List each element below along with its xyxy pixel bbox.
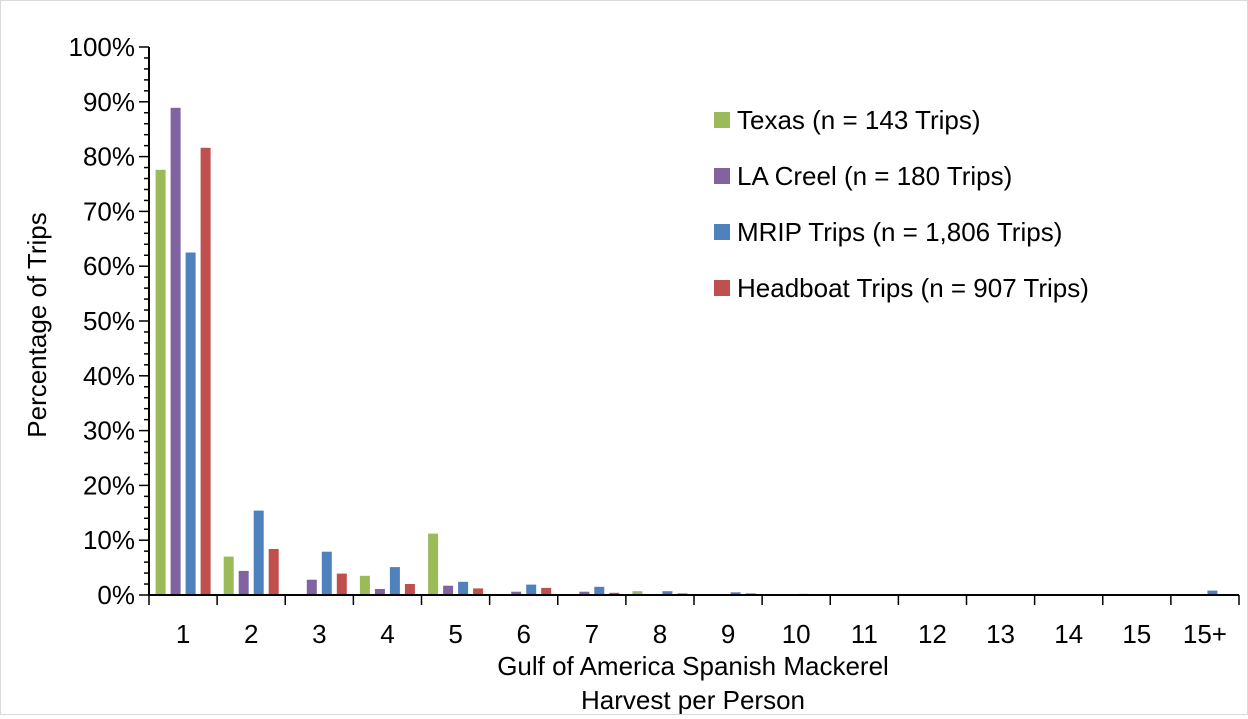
bar-2-2 [238,570,249,595]
y-tick-label: 100% [69,32,136,62]
y-tick-label: 70% [83,196,135,226]
bar-4-5 [473,588,484,595]
bar-2-6 [511,591,522,595]
legend-label-2: LA Creel (n = 180 Trips) [737,161,1012,191]
x-axis-label-line-2: Harvest per Person [581,685,805,714]
bar-4-2 [268,549,279,595]
x-tick-label: 15 [1122,619,1151,649]
bar-3-1 [185,252,196,595]
x-axis-label-line-1: Gulf of America Spanish Mackerel [497,651,889,681]
bars-group [155,107,1218,596]
x-tick-label: 5 [448,619,462,649]
bar-2-4 [374,589,385,595]
x-tick-label: 14 [1054,619,1083,649]
axes-group: 0%10%20%30%40%50%60%70%80%90%100%1 2 3 4 5 6 7… [69,32,1240,649]
bar-4-7 [609,592,620,595]
bar-2-1 [170,107,181,596]
x-tick-label: 2 [244,619,258,649]
bar-3-8 [662,591,673,595]
y-tick-label: 90% [83,87,135,117]
legend-swatch-4 [714,280,730,296]
legend-label-3: MRIP Trips (n = 1,806 Trips) [737,217,1062,247]
bar-1-4 [359,575,370,595]
y-axis-label: Percentage of Trips [22,212,52,437]
bar-1-1 [155,169,166,596]
x-tick-label: 11 [851,619,878,649]
bar-3-7 [594,586,605,595]
x-tick-label: 9 [721,619,735,649]
bar-3-15+ [1207,590,1218,595]
y-tick-label: 30% [83,416,135,446]
x-tick-label: 13 [986,619,1015,649]
legend-swatch-2 [714,168,730,184]
bar-2-5 [443,585,454,595]
x-tick-label: 3 [312,619,326,649]
bar-4-6 [541,587,552,595]
bar-3-6 [526,584,537,595]
legend-label-4: Headboat Trips (n = 907 Trips) [737,273,1089,303]
x-tick-label: 6 [516,619,530,649]
bar-1-2 [223,556,234,595]
y-tick-label: 50% [83,306,135,336]
x-tick-label: 10 [782,619,811,649]
x-tick-label: 12 [918,619,947,649]
x-tick-label: 8 [653,619,667,649]
bar-3-9 [730,592,741,595]
bar-2-7 [579,591,590,595]
legend: Texas (n = 143 Trips) LA Creel (n = 180 T… [714,105,1089,303]
x-tick-label: 7 [585,619,599,649]
y-tick-label: 0% [97,580,135,610]
bar-2-3 [306,579,317,595]
y-tick-label: 20% [83,470,135,500]
bar-4-4 [404,584,415,595]
bar-3-3 [321,551,332,595]
x-tick-label: 1 [176,619,190,649]
bar-4-3 [336,573,347,595]
x-tick-label: 4 [380,619,394,649]
y-tick-label: 80% [83,142,135,172]
bar-3-4 [389,567,400,595]
legend-label-1: Texas (n = 143 Trips) [737,105,981,135]
legend-swatch-3 [714,224,730,240]
bar-4-1 [200,147,211,596]
legend-swatch-1 [714,112,730,128]
bar-3-5 [458,581,469,595]
x-tick-label: 15+ [1183,619,1227,649]
y-tick-label: 60% [83,251,135,281]
bar-1-8 [632,591,643,595]
bar-1-5 [428,533,439,595]
y-tick-label: 10% [83,525,135,555]
bar-3-2 [253,510,264,595]
y-tick-label: 40% [83,361,135,391]
